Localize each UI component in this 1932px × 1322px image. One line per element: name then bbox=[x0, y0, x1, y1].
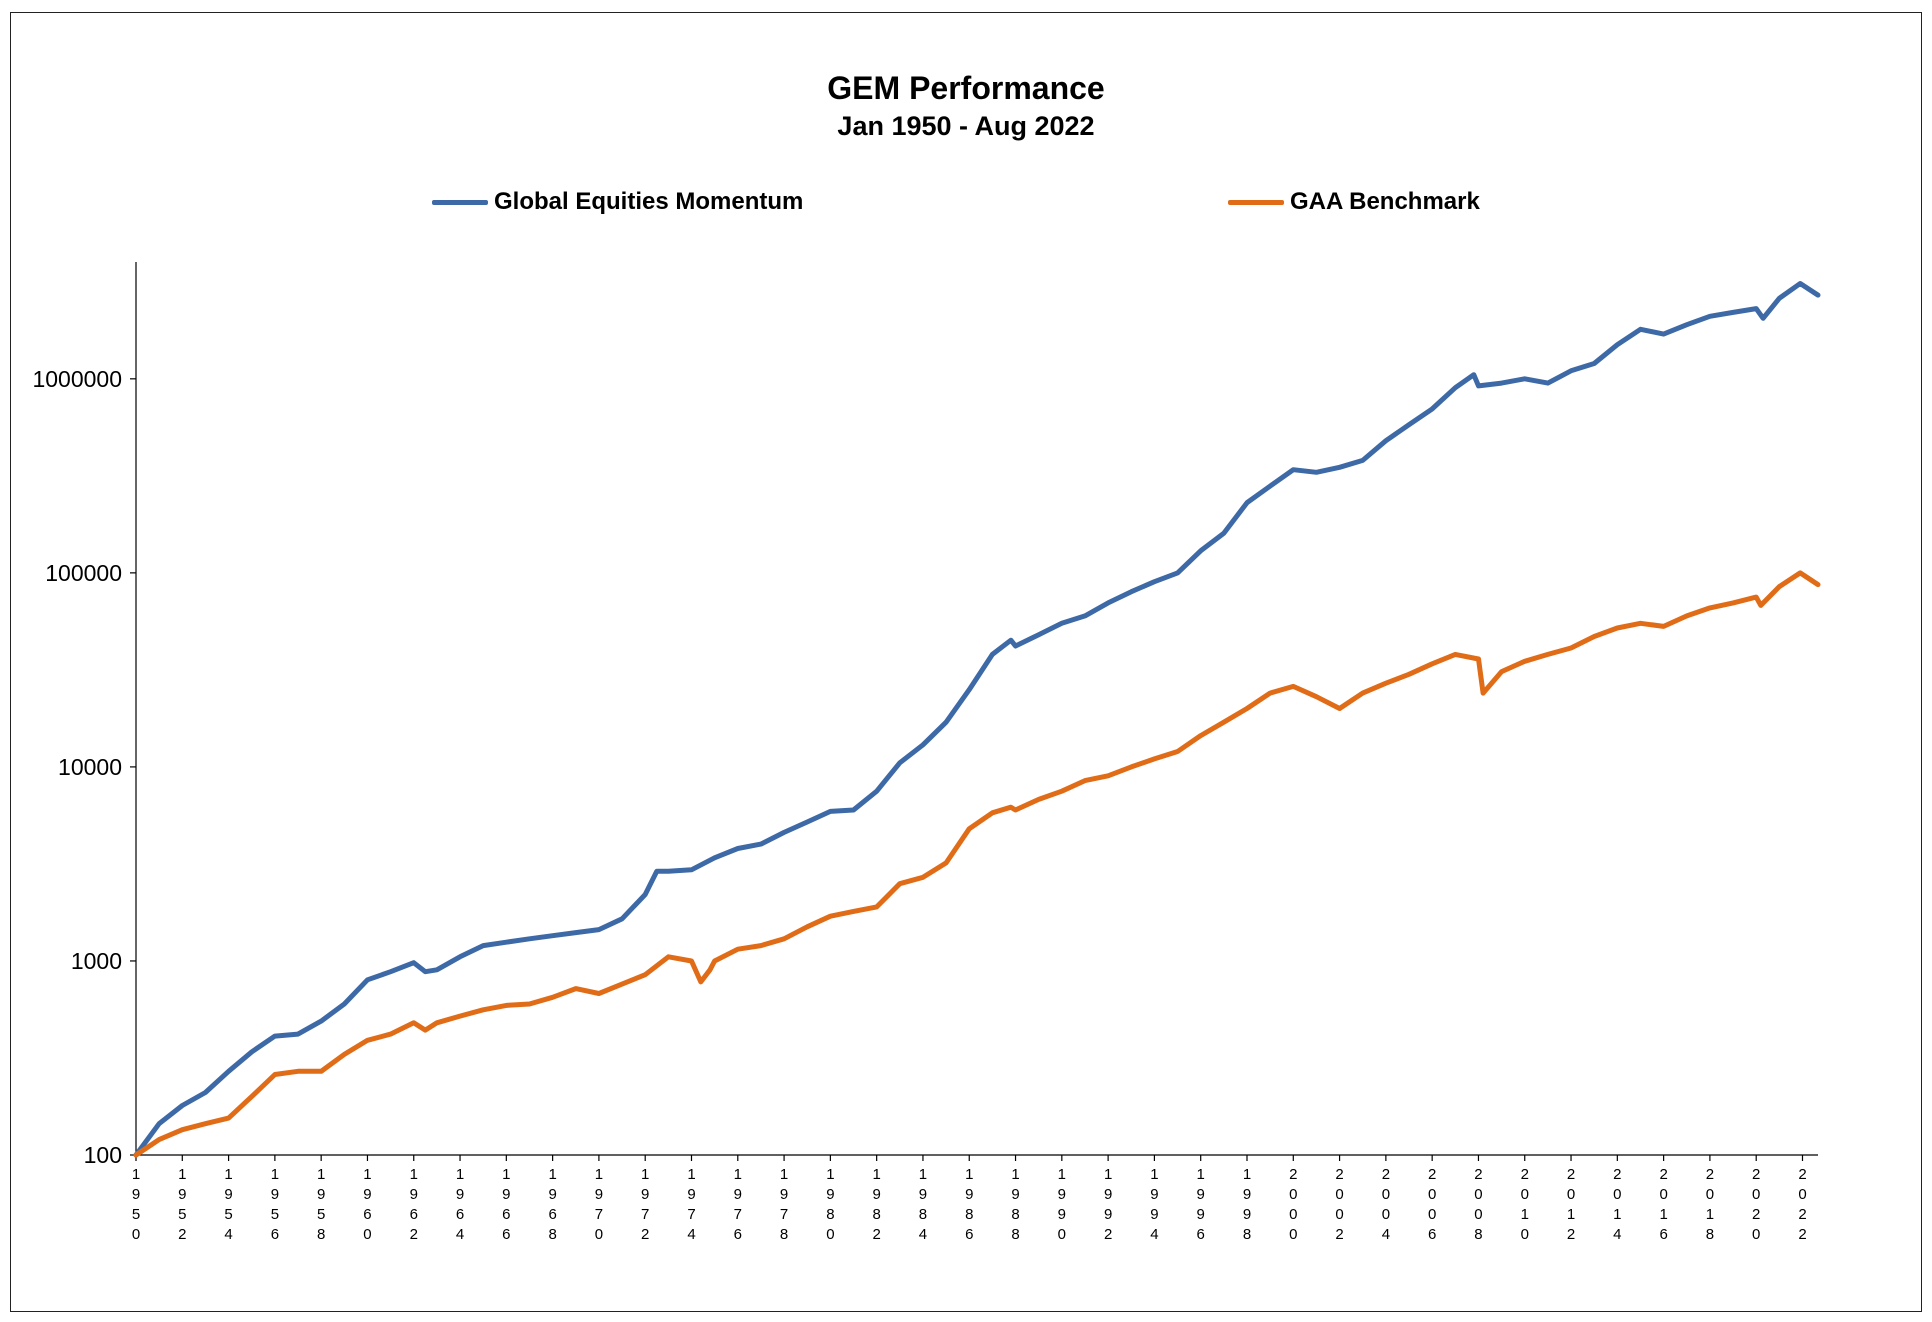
legend-label-gem: Global Equities Momentum bbox=[494, 188, 804, 215]
y-tick-label: 100000 bbox=[45, 560, 122, 586]
chart-title: GEM Performance bbox=[827, 70, 1105, 106]
y-tick-label: 1000 bbox=[71, 948, 122, 974]
series-line-gaa bbox=[133, 570, 1821, 1158]
y-tick-label: 10000 bbox=[58, 754, 122, 780]
y-axis-ticks: 100 1000 10000 100000 1000000 bbox=[32, 366, 136, 1168]
chart-series bbox=[133, 281, 1821, 1158]
x-axis-ticks: 1 9 5 0 1 9 5 2 1 9 5 4 1 9 5 6 1 9 5 8 1 9 6 0 1 9 6 2 1 9 6 4 1 9 6 6 1 9 6 8… bbox=[132, 1155, 1807, 1243]
chart-frame bbox=[10, 12, 1922, 1312]
series-line-gem bbox=[133, 281, 1821, 1158]
y-tick-label: 100 bbox=[84, 1142, 122, 1168]
legend-item-gem: Global Equities Momentum bbox=[432, 188, 803, 216]
legend-label-gaa: GAA Benchmark bbox=[1290, 188, 1480, 215]
y-tick-label: 1000000 bbox=[32, 366, 122, 392]
chart-subtitle: Jan 1950 - Aug 2022 bbox=[837, 111, 1095, 141]
legend-swatch-gaa bbox=[1228, 199, 1284, 205]
legend-item-gaa: GAA Benchmark bbox=[1228, 188, 1480, 216]
legend-swatch-gem bbox=[432, 199, 488, 205]
chart-axes bbox=[135, 262, 1818, 1156]
